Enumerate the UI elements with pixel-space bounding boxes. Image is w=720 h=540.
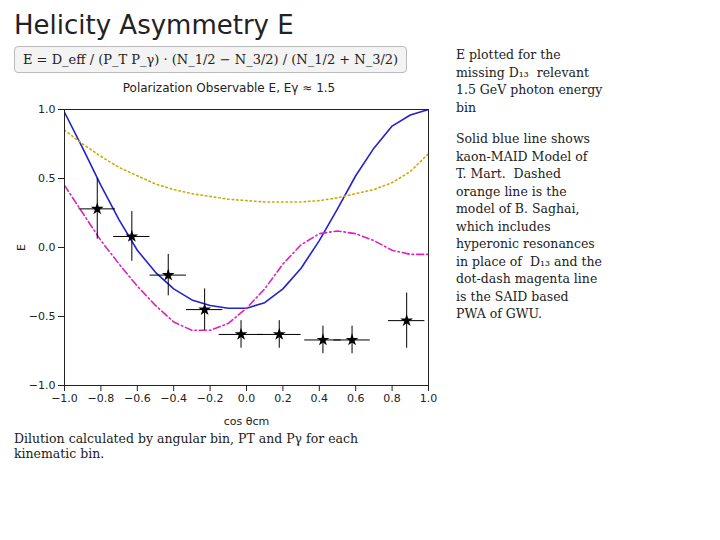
svg-text:0.0: 0.0 <box>238 392 256 405</box>
svg-text:0.4: 0.4 <box>311 392 329 405</box>
svg-text:−0.5: −0.5 <box>29 310 56 323</box>
svg-text:−1.0: −1.0 <box>29 379 56 392</box>
svg-text:1.0: 1.0 <box>420 392 438 405</box>
svg-text:−1.0: −1.0 <box>51 392 78 405</box>
html-text:Polarization Observable E, Eγ: Polarization Observable E, Eγ ≈ 1.5 <box>122 81 336 95</box>
svg-text:0.5: 0.5 <box>38 172 56 185</box>
svg-text:1.0: 1.0 <box>38 103 56 116</box>
svg-text:0.8: 0.8 <box>383 392 401 405</box>
svg-text:−0.4: −0.4 <box>160 392 187 405</box>
html-text:E plotted for the missing D₁₃: E plotted for the missing D₁₃ relevant 1… <box>456 47 603 115</box>
svg-text:0.0: 0.0 <box>38 241 56 254</box>
svg-text:0.2: 0.2 <box>274 392 292 405</box>
svg-text:E: E <box>15 244 28 251</box>
html-text:Dilution calculated by angular: Dilution calculated by angular bin, PT a… <box>14 431 358 461</box>
html-text:Solid blue line shows kaon-MAI: Solid blue line shows kaon-MAID Model of… <box>456 131 602 321</box>
svg-text:0.6: 0.6 <box>347 392 365 405</box>
svg-text:cos θcm: cos θcm <box>224 415 270 428</box>
svg-text:−0.6: −0.6 <box>124 392 151 405</box>
svg-text:−0.2: −0.2 <box>197 392 224 405</box>
html-text:Helicity Asymmetry E: Helicity Asymmetry E <box>14 10 294 40</box>
svg-text:−0.8: −0.8 <box>88 392 115 405</box>
html-text:E = D_eff / (P_T P_γ) · (N_1/2: E = D_eff / (P_T P_γ) · (N_1/2 − N_3/2) … <box>23 52 399 67</box>
